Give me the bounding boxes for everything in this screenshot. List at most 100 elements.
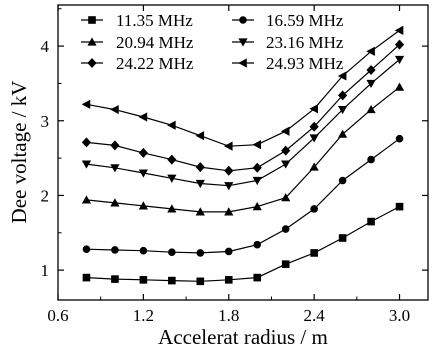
legend-marker <box>87 37 97 46</box>
x-tick-label: 3.0 <box>389 306 410 325</box>
series-square <box>82 202 404 286</box>
data-point <box>138 169 148 178</box>
x-tick-label: 2.4 <box>304 306 326 325</box>
legend-label: 16.59 MHz <box>266 11 344 30</box>
data-point <box>366 79 376 89</box>
data-point <box>309 121 319 132</box>
data-point <box>111 246 119 254</box>
data-point <box>309 162 319 171</box>
legend-label: 23.16 MHz <box>266 33 344 52</box>
data-point <box>394 82 405 91</box>
series-line <box>86 206 400 282</box>
legend-label: 24.22 MHz <box>116 54 194 73</box>
data-point <box>281 145 291 156</box>
legend-item: 24.22 MHz <box>81 54 194 73</box>
data-point <box>366 64 376 75</box>
x-axis-label: Accelerat radius / m <box>158 325 328 349</box>
data-point <box>195 131 205 141</box>
data-point <box>338 129 348 138</box>
y-tick-label: 1 <box>41 261 50 280</box>
legend-marker <box>238 38 248 47</box>
series-layer <box>81 25 405 286</box>
data-point <box>138 112 148 122</box>
data-point <box>167 154 177 165</box>
data-point <box>195 207 205 216</box>
legend-item: 23.16 MHz <box>232 33 344 52</box>
data-point <box>196 249 205 257</box>
y-tick-label: 3 <box>41 112 50 131</box>
y-axis-label: Dee voltage / kV <box>7 81 31 224</box>
data-point <box>195 179 205 189</box>
data-point <box>81 195 92 204</box>
series-triangle-left <box>81 25 404 151</box>
data-point <box>366 104 376 114</box>
legend-item: 24.93 MHz <box>232 54 344 73</box>
data-point <box>81 137 92 148</box>
data-point <box>224 247 233 256</box>
data-point <box>139 246 148 255</box>
data-point <box>195 162 205 173</box>
data-point <box>139 276 148 284</box>
data-point <box>81 99 91 109</box>
data-point <box>309 134 319 143</box>
legend: 11.35 MHz 16.59 MHz 20.94 MHz 23.16 MHz 24.2… <box>81 11 344 73</box>
data-point <box>337 71 347 81</box>
data-point <box>281 225 290 233</box>
data-point <box>196 277 205 286</box>
x-tick-label: 1.8 <box>218 306 239 325</box>
data-point <box>224 207 234 216</box>
data-point <box>252 162 262 173</box>
data-point <box>82 273 91 282</box>
legend-item: 20.94 MHz <box>81 33 194 52</box>
axis-ticks: 0.6 1.2 1.8 2.4 3.0 1 2 3 4 <box>41 5 428 325</box>
data-point <box>223 141 233 151</box>
data-point <box>394 55 405 65</box>
data-point <box>167 120 176 130</box>
data-point <box>395 202 404 211</box>
y-tick-label: 2 <box>41 186 50 205</box>
data-point <box>394 39 405 50</box>
series-triangle-down <box>81 55 405 191</box>
series-circle <box>82 134 404 257</box>
series-triangle-up <box>81 82 405 216</box>
data-point <box>338 176 347 185</box>
data-point <box>252 140 262 150</box>
data-point <box>110 198 120 207</box>
data-point <box>168 248 176 257</box>
data-point <box>281 160 291 169</box>
data-point <box>138 147 148 158</box>
data-point <box>310 205 318 213</box>
data-point <box>253 273 262 282</box>
series-line <box>86 138 400 254</box>
y-tick-label: 4 <box>41 37 50 56</box>
data-point <box>224 165 234 176</box>
series-line <box>86 29 400 147</box>
legend-item: 11.35 MHz <box>81 11 193 30</box>
series-line <box>86 59 400 187</box>
legend-label: 24.93 MHz <box>266 54 344 73</box>
series-line <box>86 86 400 213</box>
plot-frame <box>57 4 429 301</box>
data-point <box>252 176 262 186</box>
data-point <box>110 164 120 173</box>
legend-item: 16.59 MHz <box>232 11 344 30</box>
data-point <box>253 240 262 249</box>
data-point <box>110 104 119 115</box>
data-point <box>338 90 348 101</box>
series-line <box>86 44 400 172</box>
data-point <box>367 155 375 164</box>
data-point <box>338 105 348 115</box>
data-point <box>252 202 262 211</box>
data-point <box>111 275 119 283</box>
legend-label: 11.35 MHz <box>116 11 193 30</box>
data-point <box>309 104 318 114</box>
data-point <box>81 160 92 169</box>
data-point <box>110 140 120 151</box>
data-point <box>82 245 91 254</box>
data-point <box>138 201 148 210</box>
data-point <box>281 193 291 202</box>
data-point <box>168 276 176 285</box>
data-point <box>366 46 375 56</box>
data-point <box>338 234 347 242</box>
